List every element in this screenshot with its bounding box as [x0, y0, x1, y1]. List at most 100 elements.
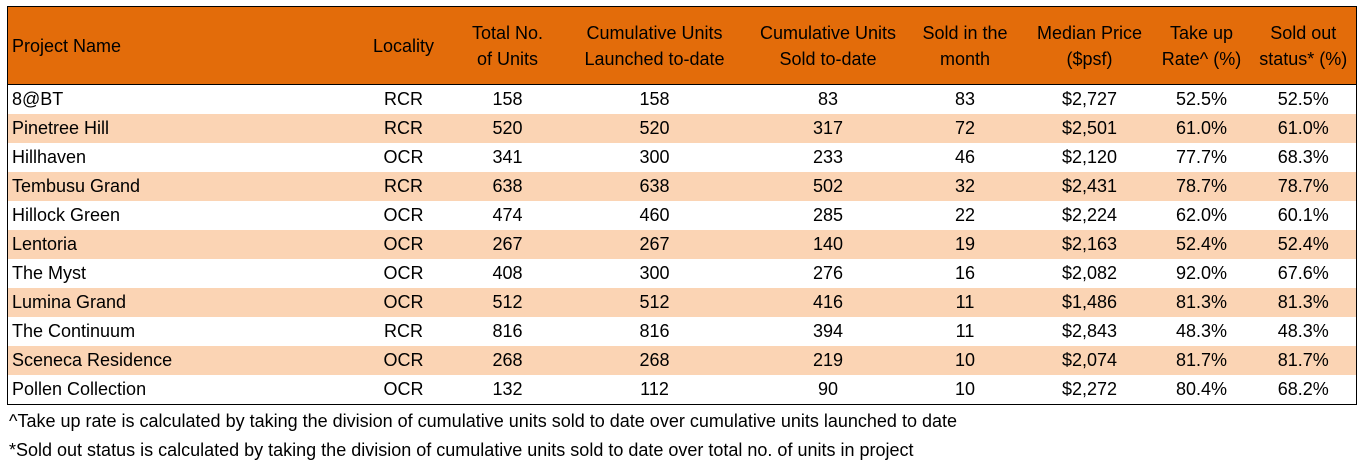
cell-median-price: $2,074	[1026, 346, 1153, 375]
cell-cumulative-launched: 300	[556, 143, 753, 172]
cell-cumulative-launched: 267	[556, 230, 753, 259]
cell-cumulative-launched: 268	[556, 346, 753, 375]
cell-cumulative-sold: 83	[752, 84, 904, 114]
cell-median-price: $2,224	[1026, 201, 1153, 230]
cell-take-up-rate: 52.5%	[1152, 84, 1251, 114]
cell-sold-in-month: 10	[903, 346, 1027, 375]
project-sales-sheet: Project Name Locality Total No. of Units Cu…	[7, 6, 1357, 465]
cell-take-up-rate: 81.7%	[1152, 346, 1251, 375]
column-header-total-units: Total No. of Units	[458, 6, 557, 85]
table-row: The Myst OCR 408 300 276 16 $2,082 92.0% 67.6%	[7, 259, 1357, 288]
cell-take-up-rate: 52.4%	[1152, 230, 1251, 259]
table-header: Project Name Locality Total No. of Units Cu…	[7, 6, 1357, 85]
cell-median-price: $2,431	[1026, 172, 1153, 201]
table-row: Sceneca Residence OCR 268 268 219 10 $2,074 81.…	[7, 346, 1357, 375]
column-header-median-price: Median Price ($psf)	[1026, 6, 1153, 85]
cell-take-up-rate: 80.4%	[1152, 375, 1251, 405]
cell-cumulative-sold: 285	[752, 201, 904, 230]
cell-take-up-rate: 77.7%	[1152, 143, 1251, 172]
cell-cumulative-launched: 460	[556, 201, 753, 230]
cell-cumulative-launched: 512	[556, 288, 753, 317]
cell-project-name: The Myst	[7, 259, 349, 288]
cell-locality: OCR	[348, 230, 459, 259]
cell-total-units: 474	[458, 201, 557, 230]
column-header-project-name: Project Name	[7, 6, 349, 85]
cell-median-price: $2,163	[1026, 230, 1153, 259]
table-row: Pollen Collection OCR 132 112 90 10 $2,272 80.4…	[7, 375, 1357, 405]
cell-sold-out-status: 52.4%	[1250, 230, 1357, 259]
cell-median-price: $1,486	[1026, 288, 1153, 317]
cell-locality: RCR	[348, 172, 459, 201]
footnotes: ^Take up rate is calculated by taking th…	[7, 407, 1356, 465]
cell-sold-in-month: 11	[903, 317, 1027, 346]
cell-sold-out-status: 68.2%	[1250, 375, 1357, 405]
cell-project-name: Pollen Collection	[7, 375, 349, 405]
cell-median-price: $2,272	[1026, 375, 1153, 405]
cell-total-units: 512	[458, 288, 557, 317]
cell-total-units: 520	[458, 114, 557, 143]
cell-total-units: 267	[458, 230, 557, 259]
cell-total-units: 638	[458, 172, 557, 201]
cell-take-up-rate: 78.7%	[1152, 172, 1251, 201]
cell-locality: OCR	[348, 375, 459, 405]
cell-sold-out-status: 61.0%	[1250, 114, 1357, 143]
cell-cumulative-launched: 112	[556, 375, 753, 405]
cell-cumulative-sold: 90	[752, 375, 904, 405]
table-row: Hillhaven OCR 341 300 233 46 $2,120 77.7% 68.3%	[7, 143, 1357, 172]
cell-sold-out-status: 78.7%	[1250, 172, 1357, 201]
project-sales-table: Project Name Locality Total No. of Units Cu…	[7, 6, 1357, 405]
cell-take-up-rate: 61.0%	[1152, 114, 1251, 143]
cell-cumulative-launched: 638	[556, 172, 753, 201]
table-row: 8@BT RCR 158 158 83 83 $2,727 52.5% 52.5%	[7, 84, 1357, 114]
cell-sold-out-status: 52.5%	[1250, 84, 1357, 114]
cell-total-units: 816	[458, 317, 557, 346]
take-up-rate-note: ^Take up rate is calculated by taking th…	[9, 411, 957, 431]
cell-cumulative-launched: 158	[556, 84, 753, 114]
table-row: Lumina Grand OCR 512 512 416 11 $1,486 81.3% 81.…	[7, 288, 1357, 317]
column-header-cumulative-sold: Cumulative Units Sold to-date	[752, 6, 904, 85]
cell-sold-in-month: 32	[903, 172, 1027, 201]
cell-sold-out-status: 48.3%	[1250, 317, 1357, 346]
cell-project-name: The Continuum	[7, 317, 349, 346]
cell-total-units: 341	[458, 143, 557, 172]
cell-project-name: Hillock Green	[7, 201, 349, 230]
header-row: Project Name Locality Total No. of Units Cu…	[7, 6, 1357, 85]
cell-median-price: $2,843	[1026, 317, 1153, 346]
cell-project-name: Hillhaven	[7, 143, 349, 172]
cell-cumulative-sold: 394	[752, 317, 904, 346]
cell-sold-in-month: 83	[903, 84, 1027, 114]
cell-sold-out-status: 60.1%	[1250, 201, 1357, 230]
cell-cumulative-sold: 140	[752, 230, 904, 259]
column-header-sold-in-month: Sold in the month	[903, 6, 1027, 85]
table-body: 8@BT RCR 158 158 83 83 $2,727 52.5% 52.5% Pinetre…	[7, 84, 1357, 405]
table-row: Hillock Green OCR 474 460 285 22 $2,224 62.0% 60…	[7, 201, 1357, 230]
cell-cumulative-sold: 276	[752, 259, 904, 288]
cell-take-up-rate: 62.0%	[1152, 201, 1251, 230]
cell-cumulative-launched: 816	[556, 317, 753, 346]
cell-locality: RCR	[348, 114, 459, 143]
cell-total-units: 408	[458, 259, 557, 288]
column-header-take-up-rate: Take up Rate^ (%)	[1152, 6, 1251, 85]
table-row: Lentoria OCR 267 267 140 19 $2,163 52.4% 52.4%	[7, 230, 1357, 259]
column-header-cumulative-launched: Cumulative Units Launched to-date	[556, 6, 753, 85]
cell-total-units: 132	[458, 375, 557, 405]
cell-cumulative-sold: 233	[752, 143, 904, 172]
cell-sold-in-month: 16	[903, 259, 1027, 288]
cell-median-price: $2,727	[1026, 84, 1153, 114]
cell-locality: OCR	[348, 346, 459, 375]
cell-locality: RCR	[348, 317, 459, 346]
column-header-locality: Locality	[348, 6, 459, 85]
cell-take-up-rate: 48.3%	[1152, 317, 1251, 346]
sold-out-status-note: *Sold out status is calculated by taking…	[9, 440, 914, 460]
cell-cumulative-sold: 219	[752, 346, 904, 375]
cell-sold-out-status: 67.6%	[1250, 259, 1357, 288]
cell-locality: OCR	[348, 201, 459, 230]
cell-locality: OCR	[348, 259, 459, 288]
cell-project-name: Sceneca Residence	[7, 346, 349, 375]
cell-median-price: $2,082	[1026, 259, 1153, 288]
table-row: Tembusu Grand RCR 638 638 502 32 $2,431 78.7% 78…	[7, 172, 1357, 201]
cell-cumulative-sold: 317	[752, 114, 904, 143]
cell-project-name: Lumina Grand	[7, 288, 349, 317]
cell-sold-in-month: 72	[903, 114, 1027, 143]
cell-project-name: Tembusu Grand	[7, 172, 349, 201]
